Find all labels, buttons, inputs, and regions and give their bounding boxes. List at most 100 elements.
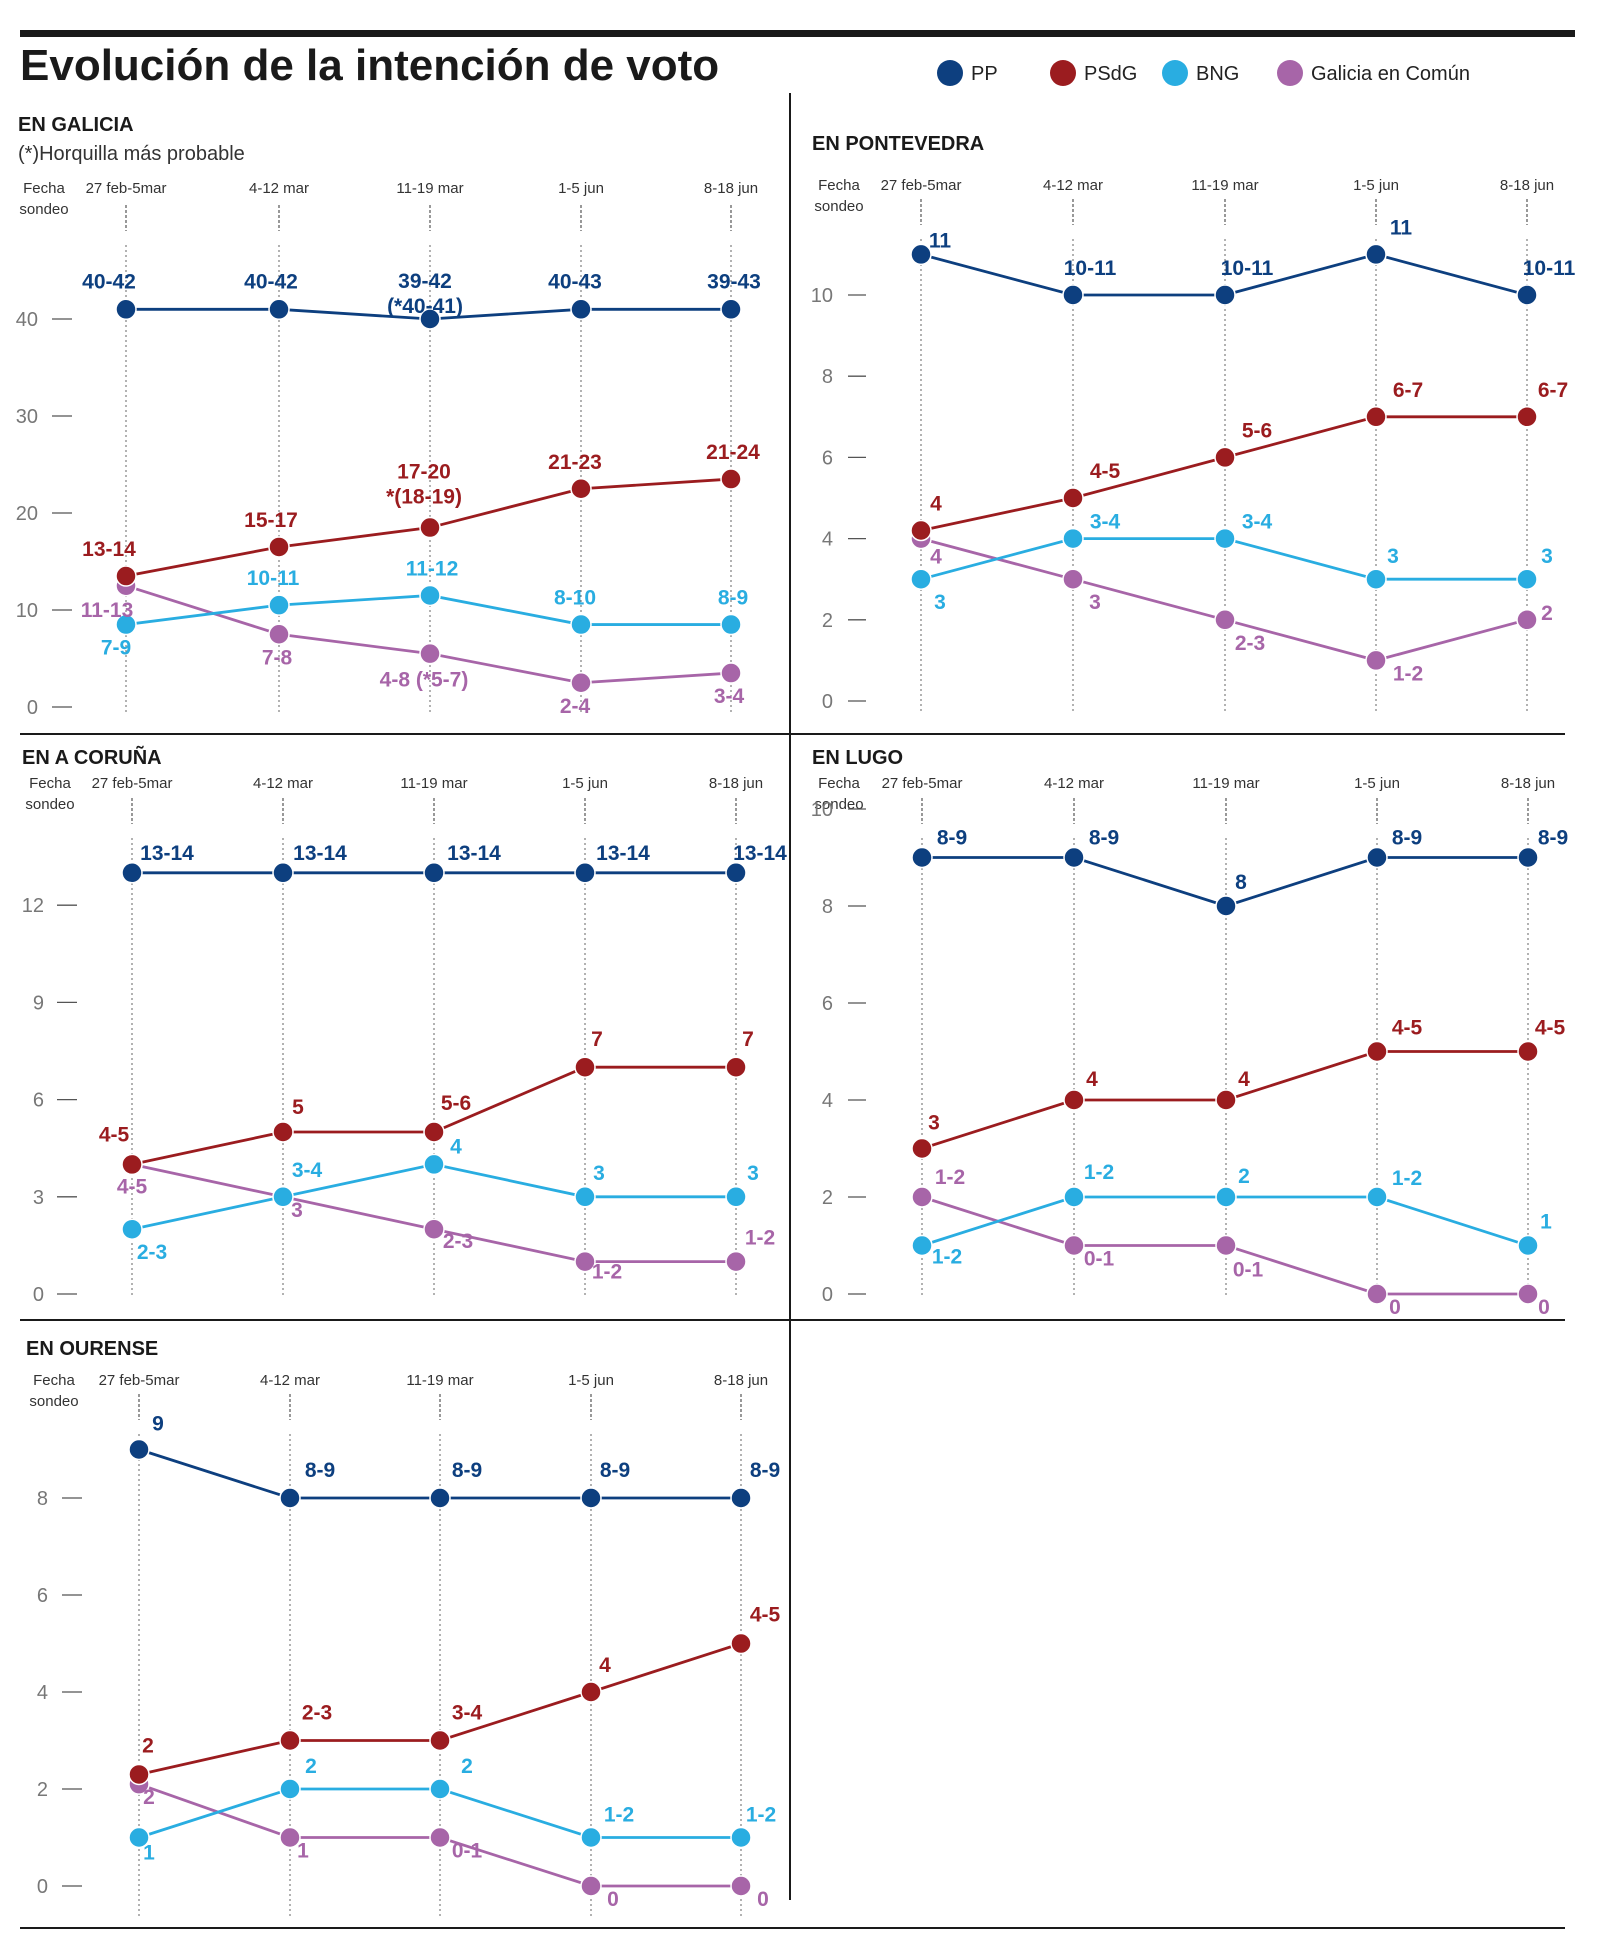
point-en-galicia-galicia-en-comun-3: [570, 672, 592, 694]
point-en-ourense-bng-1: [279, 1778, 301, 1800]
date-label-en-pontevedra-1: 4-12 mar: [1043, 177, 1103, 194]
data-label-en-lugo-psdg-3: 4-5: [1392, 1017, 1423, 1040]
date-label-en-pontevedra-0: 27 feb-5mar: [881, 177, 962, 194]
date-label-en-lugo-2: 11-19 mar: [1192, 775, 1259, 792]
y-tick-label-en-galicia-0: 0: [27, 697, 38, 719]
date-label-en-a-coruna-0: 27 feb-5mar: [92, 775, 173, 792]
data-label-en-pontevedra-galicia-en-comun-1: 3: [1089, 591, 1101, 614]
point-en-a-coruna-bng-0: [121, 1218, 143, 1240]
panel-title-en-galicia: EN GALICIA: [18, 114, 134, 136]
data-label-en-lugo-bng-3: 1-2: [1392, 1167, 1422, 1190]
data-label-en-galicia-bng-3: 8-10: [554, 587, 596, 610]
data-label-en-ourense-pp-1: 8-9: [305, 1459, 335, 1482]
point-en-a-coruna-bng-4: [725, 1186, 747, 1208]
data-label-en-a-coruna-bng-0: 2-3: [137, 1241, 167, 1264]
point-en-pontevedra-pp-2: [1214, 284, 1236, 306]
data-label-en-pontevedra-psdg-4: 6-7: [1538, 379, 1568, 402]
legend-marker-psdg: [1050, 60, 1076, 86]
date-label-en-lugo-3: 1-5 jun: [1354, 775, 1400, 792]
series-line-en-pontevedra-psdg: [920, 415, 1527, 532]
panel-en-a-coruna: EN A CORUÑA Fecha sondeo 27 feb-5mar 4-12 ma…: [22, 746, 787, 1306]
point-en-ourense-galicia-en-comun-4: [730, 1875, 752, 1897]
data-label-en-lugo-galicia-en-comun-2: 0-1: [1233, 1259, 1264, 1282]
point-en-lugo-psdg-1: [1063, 1089, 1085, 1111]
data-label-en-lugo-bng-1: 1-2: [1084, 1161, 1114, 1184]
top-rule: [20, 30, 1575, 37]
data-label-en-ourense-psdg-0: 2: [142, 1734, 154, 1757]
point-en-ourense-psdg-2: [429, 1729, 451, 1752]
point-en-pontevedra-bng-0: [910, 568, 932, 590]
point-en-a-coruna-bng-3: [574, 1186, 596, 1208]
point-en-ourense-pp-2: [429, 1487, 451, 1509]
date-label-en-lugo-4: 8-18 jun: [1501, 775, 1555, 792]
data-label-en-galicia-galicia-en-comun-2: 4-8 (*5-7): [380, 669, 469, 692]
data-label-en-pontevedra-bng-1: 3-4: [1090, 511, 1121, 534]
data-label-en-galicia-bng-1: 10-11: [247, 567, 300, 590]
data-label-en-a-coruna-galicia-en-comun-0: 4-5: [117, 1175, 148, 1198]
data-label-en-galicia-galicia-en-comun-3: 2-4: [560, 695, 591, 718]
data-label-en-a-coruna-pp-4: 13-14: [733, 842, 787, 865]
axis-header-en-pontevedra-1: sondeo: [814, 198, 863, 215]
point-en-lugo-psdg-4: [1517, 1040, 1539, 1063]
data-label-en-pontevedra-galicia-en-comun-3: 1-2: [1393, 662, 1423, 685]
point-en-pontevedra-galicia-en-comun-1: [1062, 568, 1084, 590]
data-label-en-ourense-psdg-1: 2-3: [302, 1702, 332, 1725]
data-label-en-ourense-galicia-en-comun-3: 0: [607, 1888, 619, 1911]
point-en-ourense-psdg-1: [279, 1729, 301, 1752]
panels: EN GALICIA (*)Horquilla más probable Fecha…: [16, 114, 1576, 1918]
axis-header-en-pontevedra-0: Fecha: [818, 177, 860, 194]
panel-title-en-pontevedra: EN PONTEVEDRA: [812, 133, 984, 155]
y-tick-label-en-lugo-0: 0: [822, 1284, 833, 1306]
data-label-en-ourense-galicia-en-comun-0: 2: [143, 1786, 155, 1809]
point-en-ourense-pp-1: [279, 1487, 301, 1509]
data-label-en-a-coruna-psdg-0: 4-5: [99, 1123, 130, 1146]
point-en-pontevedra-bng-4: [1516, 568, 1538, 590]
data-label-en-a-coruna-galicia-en-comun-4: 1-2: [745, 1227, 775, 1250]
point-en-galicia-pp-3: [570, 298, 592, 321]
point-en-a-coruna-bng-1: [272, 1186, 294, 1208]
point-en-pontevedra-bng-2: [1214, 527, 1236, 550]
data-label-en-lugo-pp-2: 8: [1235, 871, 1247, 894]
data-label-en-lugo-galicia-en-comun-3: 0: [1389, 1296, 1401, 1319]
point-en-a-coruna-pp-4: [725, 862, 747, 884]
y-tick-label-en-lugo-8: 8: [822, 896, 833, 918]
data-label-en-lugo-pp-1: 8-9: [1089, 827, 1119, 850]
point-en-ourense-bng-2: [429, 1778, 451, 1800]
data-label-en-ourense-pp-0: 9: [152, 1413, 164, 1436]
data-label-en-pontevedra-bng-3: 3: [1387, 545, 1399, 568]
data-label-en-a-coruna-psdg-4: 7: [742, 1028, 754, 1051]
data-label-en-ourense-psdg-2: 3-4: [452, 1702, 483, 1725]
data-label-en-lugo-galicia-en-comun-4: 0: [1538, 1296, 1550, 1319]
y-tick-label-en-galicia-40: 40: [16, 309, 38, 331]
data-label-en-pontevedra-pp-2: 10-11: [1221, 257, 1274, 280]
y-tick-label-en-a-coruna-0: 0: [33, 1284, 44, 1306]
point-en-a-coruna-galicia-en-comun-2: [423, 1218, 445, 1240]
point-en-ourense-psdg-4: [730, 1632, 752, 1655]
panel-subtitle-en-galicia: (*)Horquilla más probable: [18, 143, 245, 165]
date-label-en-a-coruna-4: 8-18 jun: [709, 775, 763, 792]
data-label-en-ourense-bng-4: 1-2: [746, 1804, 776, 1827]
point-en-galicia-psdg-3: [570, 478, 592, 500]
point-en-lugo-psdg-0: [911, 1137, 933, 1160]
data-label-en-pontevedra-pp-1: 10-11: [1064, 257, 1117, 280]
axis-header-en-a-coruna-1: sondeo: [25, 796, 74, 813]
date-label-en-a-coruna-3: 1-5 jun: [562, 775, 608, 792]
legend: PP PSdG BNG Galicia en Común: [937, 60, 1470, 86]
data-label-en-ourense-pp-4: 8-9: [750, 1459, 780, 1482]
data-label-en-galicia-pp-4: 39-43: [707, 270, 761, 293]
legend-item-pp: PP: [937, 60, 998, 86]
data-label-en-galicia-psdg-1: 15-17: [244, 509, 298, 532]
point-en-galicia-pp-2: [419, 308, 441, 330]
data-label-en-lugo-psdg-2: 4: [1238, 1068, 1250, 1091]
data-label-en-a-coruna-pp-1: 13-14: [293, 842, 347, 865]
point-en-pontevedra-galicia-en-comun-3: [1365, 649, 1387, 672]
y-tick-label-en-pontevedra-4: 4: [822, 529, 833, 551]
point-en-a-coruna-galicia-en-comun-3: [574, 1250, 596, 1273]
data-label-en-galicia-galicia-en-comun-4: 3-4: [714, 685, 745, 708]
data-label-en-galicia-bng-2: 11-12: [406, 557, 459, 580]
data-label-en-lugo-pp-0: 8-9: [937, 827, 967, 850]
y-tick-label-en-ourense-4: 4: [37, 1682, 48, 1704]
point-en-lugo-pp-2: [1215, 895, 1237, 917]
panel-title-en-lugo: EN LUGO: [812, 747, 903, 769]
